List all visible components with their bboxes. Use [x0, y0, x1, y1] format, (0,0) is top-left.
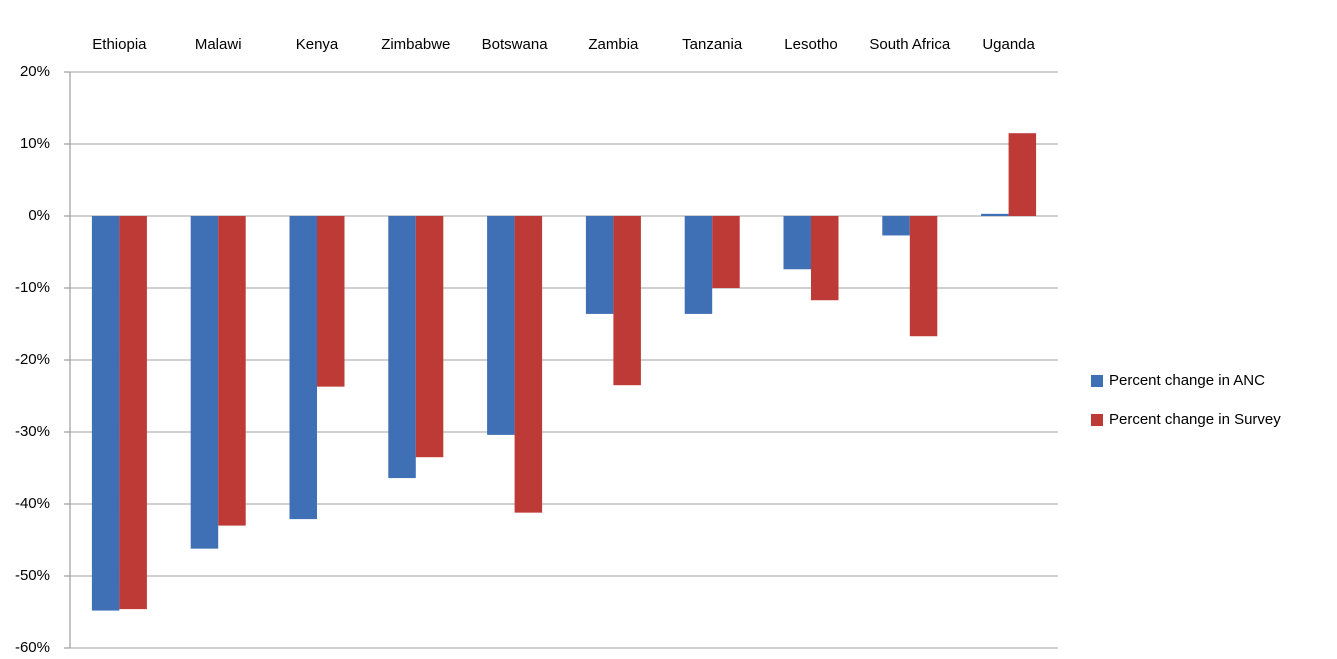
bar	[388, 216, 416, 479]
legend-label: Percent change in Survey	[1109, 411, 1281, 428]
y-tick-label: 0%	[28, 207, 50, 224]
y-tick-label: -30%	[15, 423, 50, 440]
bar	[783, 216, 811, 270]
x-tick-label: Lesotho	[784, 36, 838, 53]
x-tick-label: Uganda	[982, 36, 1035, 53]
bar	[882, 216, 910, 236]
y-tick-label: -40%	[15, 495, 50, 512]
bar	[218, 216, 246, 526]
x-tick-label: Kenya	[295, 36, 339, 53]
bar	[487, 216, 515, 435]
bar	[119, 216, 147, 610]
bar	[684, 216, 713, 314]
x-tick-label: Malawi	[194, 36, 242, 53]
x-tick-label: Botswana	[481, 36, 548, 53]
x-tick-label: Ethiopia	[92, 36, 147, 53]
bar	[613, 216, 641, 386]
bar	[289, 216, 317, 520]
bar	[811, 216, 839, 301]
bar	[585, 216, 614, 314]
x-tick-label: South Africa	[869, 36, 951, 53]
bar	[909, 216, 938, 337]
bar	[514, 216, 543, 513]
y-tick-label: 20%	[20, 63, 50, 80]
bar	[1008, 133, 1037, 216]
y-tick-label: -20%	[15, 351, 50, 368]
x-tick-label: Zambia	[588, 36, 639, 53]
bar	[415, 216, 444, 458]
y-tick-label: -60%	[15, 639, 50, 656]
y-tick-label: 10%	[20, 135, 50, 152]
x-tick-label: Zimbabwe	[381, 36, 451, 53]
bar	[317, 216, 345, 387]
bar	[91, 216, 120, 611]
legend-label: Percent change in ANC	[1109, 372, 1265, 389]
legend-swatch	[1091, 375, 1103, 387]
bar	[190, 216, 219, 549]
y-tick-label: -10%	[15, 279, 50, 296]
x-tick-label: Tanzania	[682, 36, 743, 53]
legend-swatch	[1091, 414, 1103, 426]
bar	[981, 213, 1009, 216]
bar	[712, 216, 740, 288]
y-tick-label: -50%	[15, 567, 50, 584]
